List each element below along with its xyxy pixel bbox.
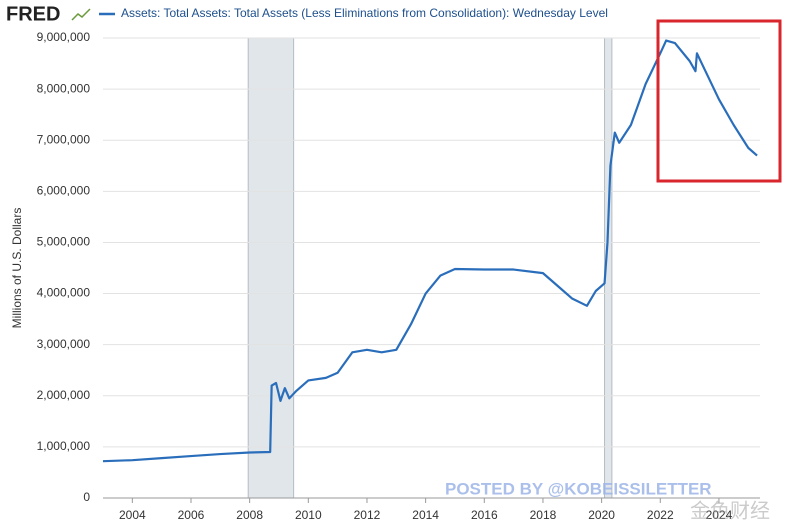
x-tick-label: 2006: [178, 508, 205, 522]
x-tick-label: 2004: [119, 508, 146, 522]
y-tick-label: 9,000,000: [37, 30, 91, 44]
x-tick-label: 2016: [471, 508, 498, 522]
watermark: POSTED BY @KOBEISSILETTER: [445, 479, 712, 498]
x-tick-label: 2024: [706, 508, 733, 522]
y-tick-label: 0: [83, 490, 90, 504]
y-tick-label: 8,000,000: [37, 81, 91, 95]
y-tick-label: 5,000,000: [37, 235, 91, 249]
x-tick-label: 2018: [530, 508, 557, 522]
x-tick-label: 2012: [354, 508, 381, 522]
y-tick-label: 4,000,000: [37, 286, 91, 300]
watermark: 金色财经: [690, 499, 770, 522]
legend-label: Assets: Total Assets: Total Assets (Less…: [121, 6, 608, 20]
y-tick-label: 3,000,000: [37, 337, 91, 351]
logo-icon: [71, 8, 91, 21]
x-tick-label: 2010: [295, 508, 322, 522]
highlight-box: [656, 19, 782, 183]
y-tick-label: 1,000,000: [37, 439, 91, 453]
y-tick-label: 2,000,000: [37, 388, 91, 402]
y-tick-label: 6,000,000: [37, 184, 91, 198]
y-tick-label: 7,000,000: [37, 132, 91, 146]
logo: FRED: [6, 3, 60, 25]
y-axis-label: Millions of U.S. Dollars: [10, 208, 24, 329]
x-tick-label: 2022: [647, 508, 674, 522]
x-tick-label: 2020: [588, 508, 615, 522]
x-tick-label: 2008: [236, 508, 263, 522]
x-tick-label: 2014: [412, 508, 439, 522]
series-line: [102, 39, 758, 463]
